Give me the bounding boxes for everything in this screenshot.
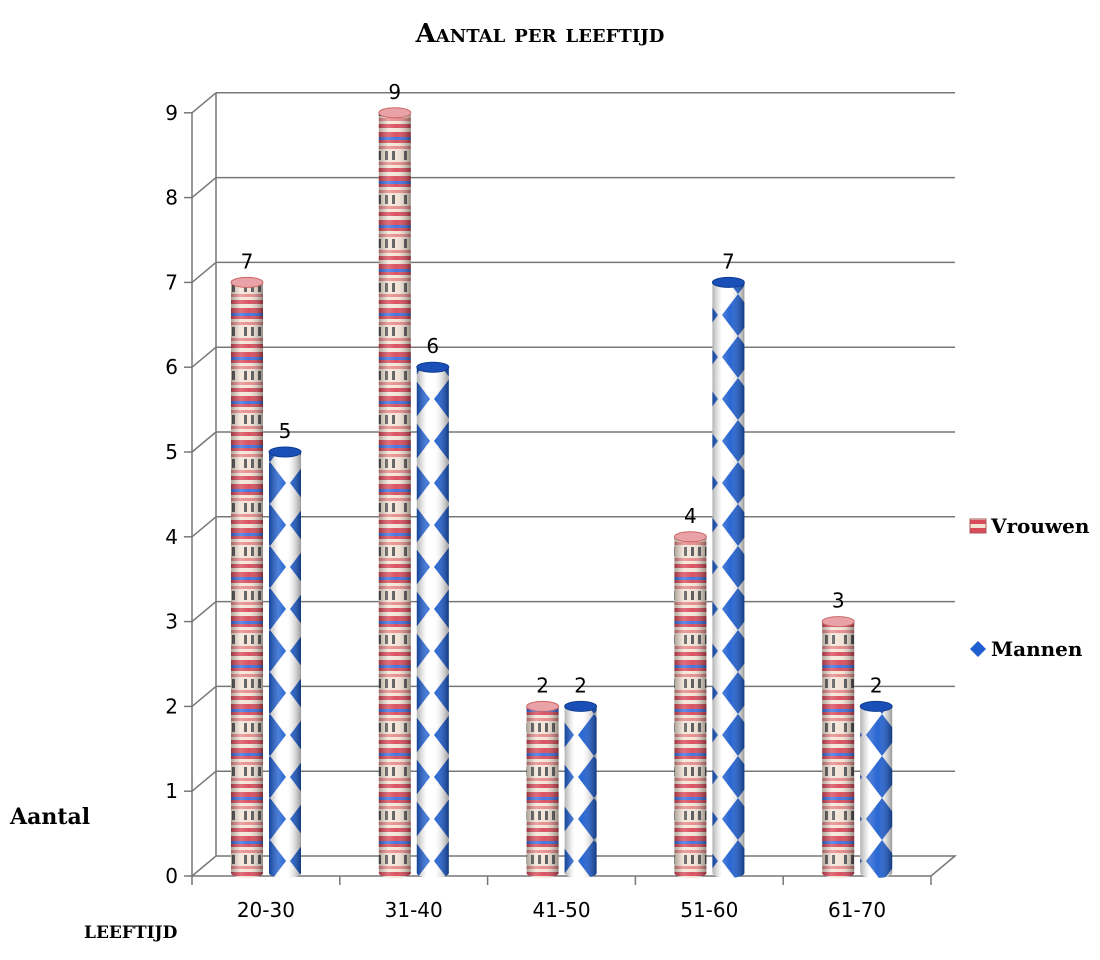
gridline [184, 431, 955, 453]
bar-mannen-51-60 [711, 276, 745, 878]
x-axis-title: LEEFTIJD [84, 923, 178, 943]
y-tick-label: 8 [165, 186, 178, 210]
legend-item-vrouwen: Vrouwen [969, 514, 1090, 538]
y-axis-title: Aantal [9, 804, 90, 830]
x-tick-label: 51-60 [680, 898, 738, 922]
bars [230, 107, 893, 879]
bar-mannen-61-70 [859, 700, 893, 878]
y-tick-label: 4 [165, 525, 178, 549]
x-tick-label: 31-40 [385, 898, 443, 922]
bar-mannen-41-50 [564, 700, 598, 878]
y-tick-label: 0 [165, 864, 178, 888]
x-tick-label: 41-50 [532, 898, 590, 922]
y-tick-label: 6 [165, 355, 178, 379]
x-tick-label: 61-70 [828, 898, 886, 922]
chart-title: Aantal per leeftijd [415, 19, 665, 49]
data-label: 2 [574, 673, 587, 697]
bar-vrouwen-51-60 [673, 531, 707, 878]
gridline [184, 261, 955, 284]
legend-item-mannen: Mannen [970, 637, 1083, 661]
legend-label-vrouwen: Vrouwen [990, 514, 1090, 538]
data-label: 2 [536, 673, 549, 697]
gridline [184, 516, 955, 538]
bar-cap [416, 361, 450, 373]
data-label: 7 [241, 249, 254, 273]
bar-cap [711, 276, 745, 288]
legend-swatch-mannen [970, 641, 986, 657]
x-axis: 20-30 31-40 41-50 51-60 61-70 [191, 876, 932, 922]
bar-cap [230, 276, 264, 288]
data-label: 7 [722, 249, 735, 273]
bar-cap [526, 700, 560, 712]
bar-mannen-31-40 [416, 361, 450, 878]
bar-cap [859, 700, 893, 712]
bar-cap [564, 700, 598, 712]
data-label: 3 [832, 589, 845, 613]
data-label: 6 [426, 334, 439, 358]
y-tick-label: 3 [165, 610, 178, 634]
data-label: 2 [870, 673, 883, 697]
bar-cap [268, 446, 302, 458]
gridline [184, 346, 955, 368]
legend-label-mannen: Mannen [991, 637, 1083, 661]
gridline [184, 176, 955, 199]
gridline [184, 600, 955, 623]
bar-cap [673, 531, 707, 543]
y-tick-label: 7 [165, 270, 178, 294]
gridlines [184, 92, 958, 877]
bar-mannen-20-30 [268, 446, 302, 878]
y-tick-label: 9 [165, 101, 178, 125]
legend-swatch-vrouwen [969, 518, 987, 534]
y-tick-labels: 0 1 2 3 4 5 6 7 8 9 [165, 101, 178, 888]
bar-vrouwen-20-30 [230, 276, 264, 878]
y-tick-label: 2 [165, 694, 178, 718]
data-label: 9 [388, 80, 401, 104]
y-tick-label: 5 [165, 440, 178, 464]
legend: Vrouwen Mannen [969, 514, 1090, 661]
data-labels: 7 9 2 4 3 5 6 2 7 2 [241, 80, 883, 698]
x-tick-label: 20-30 [237, 898, 295, 922]
bar-cap [821, 616, 855, 628]
bar-vrouwen-41-50 [526, 700, 560, 878]
bar-vrouwen-31-40 [378, 107, 412, 879]
gridline [184, 92, 955, 114]
bar-cap [378, 107, 412, 119]
bar-vrouwen-61-70 [821, 616, 855, 878]
data-label: 5 [279, 419, 292, 443]
y-tick-label: 1 [165, 779, 178, 803]
data-label: 4 [684, 504, 697, 528]
